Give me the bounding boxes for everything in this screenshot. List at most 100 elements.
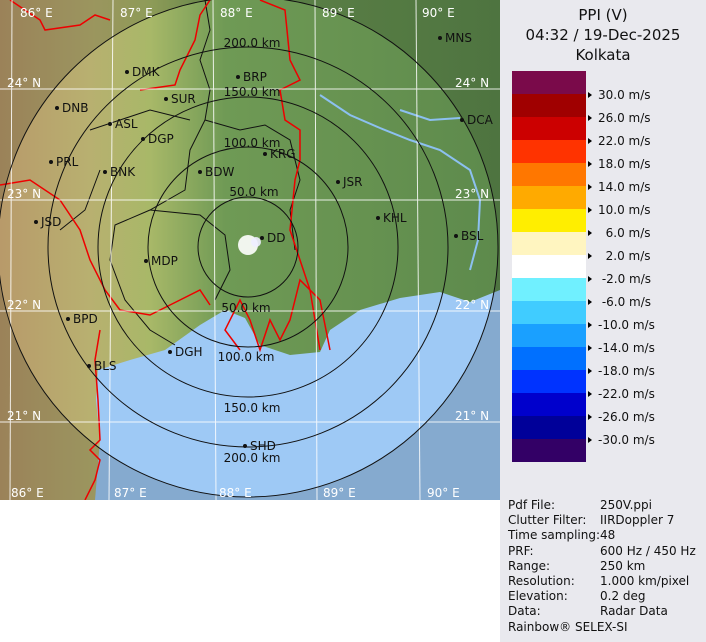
range-ring: [0, 0, 499, 498]
lat-label: 21° N: [455, 409, 489, 423]
station-dot: [144, 259, 148, 263]
station-dot: [336, 180, 340, 184]
station-mns: MNS: [438, 31, 472, 45]
lon-label: 87° E: [114, 486, 147, 500]
station-dot: [34, 220, 38, 224]
station-dmk: DMK: [125, 65, 161, 79]
product-title: PPI (V): [578, 6, 628, 24]
station-label: DD: [267, 231, 285, 245]
station-dot: [236, 75, 240, 79]
station-label: KRG: [270, 147, 296, 161]
stations: MNS DMK BRP DNB SUR ASL DGP DCA PRL BNK KRG BDW JSR J…: [34, 31, 494, 453]
range-ring: [197, 196, 299, 298]
station-brp: BRP: [236, 70, 267, 84]
legend-label: -2.0 m/s: [588, 272, 651, 286]
station-label: MDP: [151, 254, 178, 268]
info-key: PRF:: [508, 543, 534, 558]
info-value: 600 Hz / 450 Hz: [600, 543, 696, 558]
station-dot: [49, 160, 53, 164]
state-boundaries: [59, 0, 301, 346]
legend-label: -18.0 m/s: [588, 364, 655, 378]
info-key: Time sampling:: [508, 528, 601, 543]
station-bls: BLS: [87, 359, 117, 373]
station-khl: KHL: [376, 211, 407, 225]
info-key: Elevation:: [508, 589, 568, 604]
range-ring: [147, 146, 349, 348]
station-label: JSD: [40, 215, 61, 229]
side-panel: PPI (V) 04:32 / 19-Dec-2025 Kolkata 30.0…: [500, 0, 706, 642]
info-row: Resolution: 1.000 km/pixel: [508, 574, 689, 588]
lat-label: 24° N: [7, 76, 41, 90]
info-value: 250V.ppi: [600, 498, 652, 512]
station-dot: [260, 236, 264, 240]
station-bnk: BNK: [103, 165, 136, 179]
station-dot: [438, 36, 442, 40]
legend-swatch: [512, 416, 586, 439]
station-label: PRL: [56, 155, 79, 169]
station-dot: [198, 170, 202, 174]
lat-label: 21° N: [7, 409, 41, 423]
legend-label: 2.0 m/s: [588, 249, 651, 263]
lat-label: 24° N: [455, 76, 489, 90]
lat-label: 23° N: [7, 187, 41, 201]
legend-swatch: [512, 94, 586, 117]
legend-swatch: [512, 393, 586, 416]
station-dot: [460, 118, 464, 122]
station-dca: DCA: [460, 113, 494, 127]
lon-label: 88° E: [220, 6, 253, 20]
range-ring: [47, 46, 449, 448]
info-value: 250 km: [600, 558, 646, 573]
lon-label: 90° E: [427, 486, 460, 500]
range-ring: [97, 96, 399, 398]
info-key: Range:: [508, 558, 551, 573]
station-bpd: BPD: [66, 312, 98, 326]
station-label: SUR: [171, 92, 196, 106]
ring-label: 200.0 km: [224, 451, 281, 465]
station-dot: [243, 444, 247, 448]
station-label: SHD: [250, 439, 276, 453]
station-dot: [164, 97, 168, 101]
station-dot: [141, 137, 145, 141]
station-jsd: JSD: [34, 215, 61, 229]
info-key: Pdf File:: [508, 498, 556, 512]
info-row: Pdf File: 250V.ppi: [508, 498, 652, 512]
ring-label: 100.0 km: [218, 350, 275, 364]
lon-labels: 86° E 87° E 88° E 89° E 90° E 86° E 87° …: [7, 6, 489, 500]
lat-label: 22° N: [7, 298, 41, 312]
info-row: Time sampling: 48: [508, 528, 615, 543]
ring-label: 150.0 km: [224, 85, 281, 99]
info-key: Clutter Filter:: [508, 513, 587, 528]
station-jsr: JSR: [336, 175, 363, 189]
station-label: BPD: [73, 312, 98, 326]
legend-label: -22.0 m/s: [588, 387, 655, 401]
lon-label: 87° E: [120, 6, 153, 20]
lat-label: 23° N: [455, 187, 489, 201]
legend-label: 22.0 m/s: [588, 134, 651, 148]
legend-label: 14.0 m/s: [588, 180, 651, 194]
station-dot: [66, 317, 70, 321]
station-dot: [108, 122, 112, 126]
lon-label: 90° E: [422, 6, 455, 20]
station-label: DMK: [132, 65, 161, 79]
info-row: Range: 250 km: [508, 558, 645, 573]
legend-swatch: [512, 140, 586, 163]
legend-label: 30.0 m/s: [588, 88, 651, 102]
station-label: MNS: [445, 31, 472, 45]
legend-swatch: [512, 347, 586, 370]
legend-swatch: [512, 163, 586, 186]
info-value: 0.2 deg: [600, 589, 646, 604]
river: [319, 94, 482, 271]
legend-swatch: [512, 71, 586, 94]
info-key: Resolution:: [508, 574, 575, 588]
station-label: BSL: [461, 229, 484, 243]
station-label: BLS: [94, 359, 117, 373]
station-dot: [454, 234, 458, 238]
station-dot: [376, 216, 380, 220]
station-dot: [168, 350, 172, 354]
ring-label: 150.0 km: [224, 401, 281, 415]
echo-clutter: [238, 235, 261, 255]
station-label: JSR: [342, 175, 363, 189]
info-row: PRF: 600 Hz / 450 Hz: [508, 543, 696, 558]
legend-swatch: [512, 278, 586, 301]
info-row: Clutter Filter: IIRDoppler 7: [508, 513, 674, 528]
